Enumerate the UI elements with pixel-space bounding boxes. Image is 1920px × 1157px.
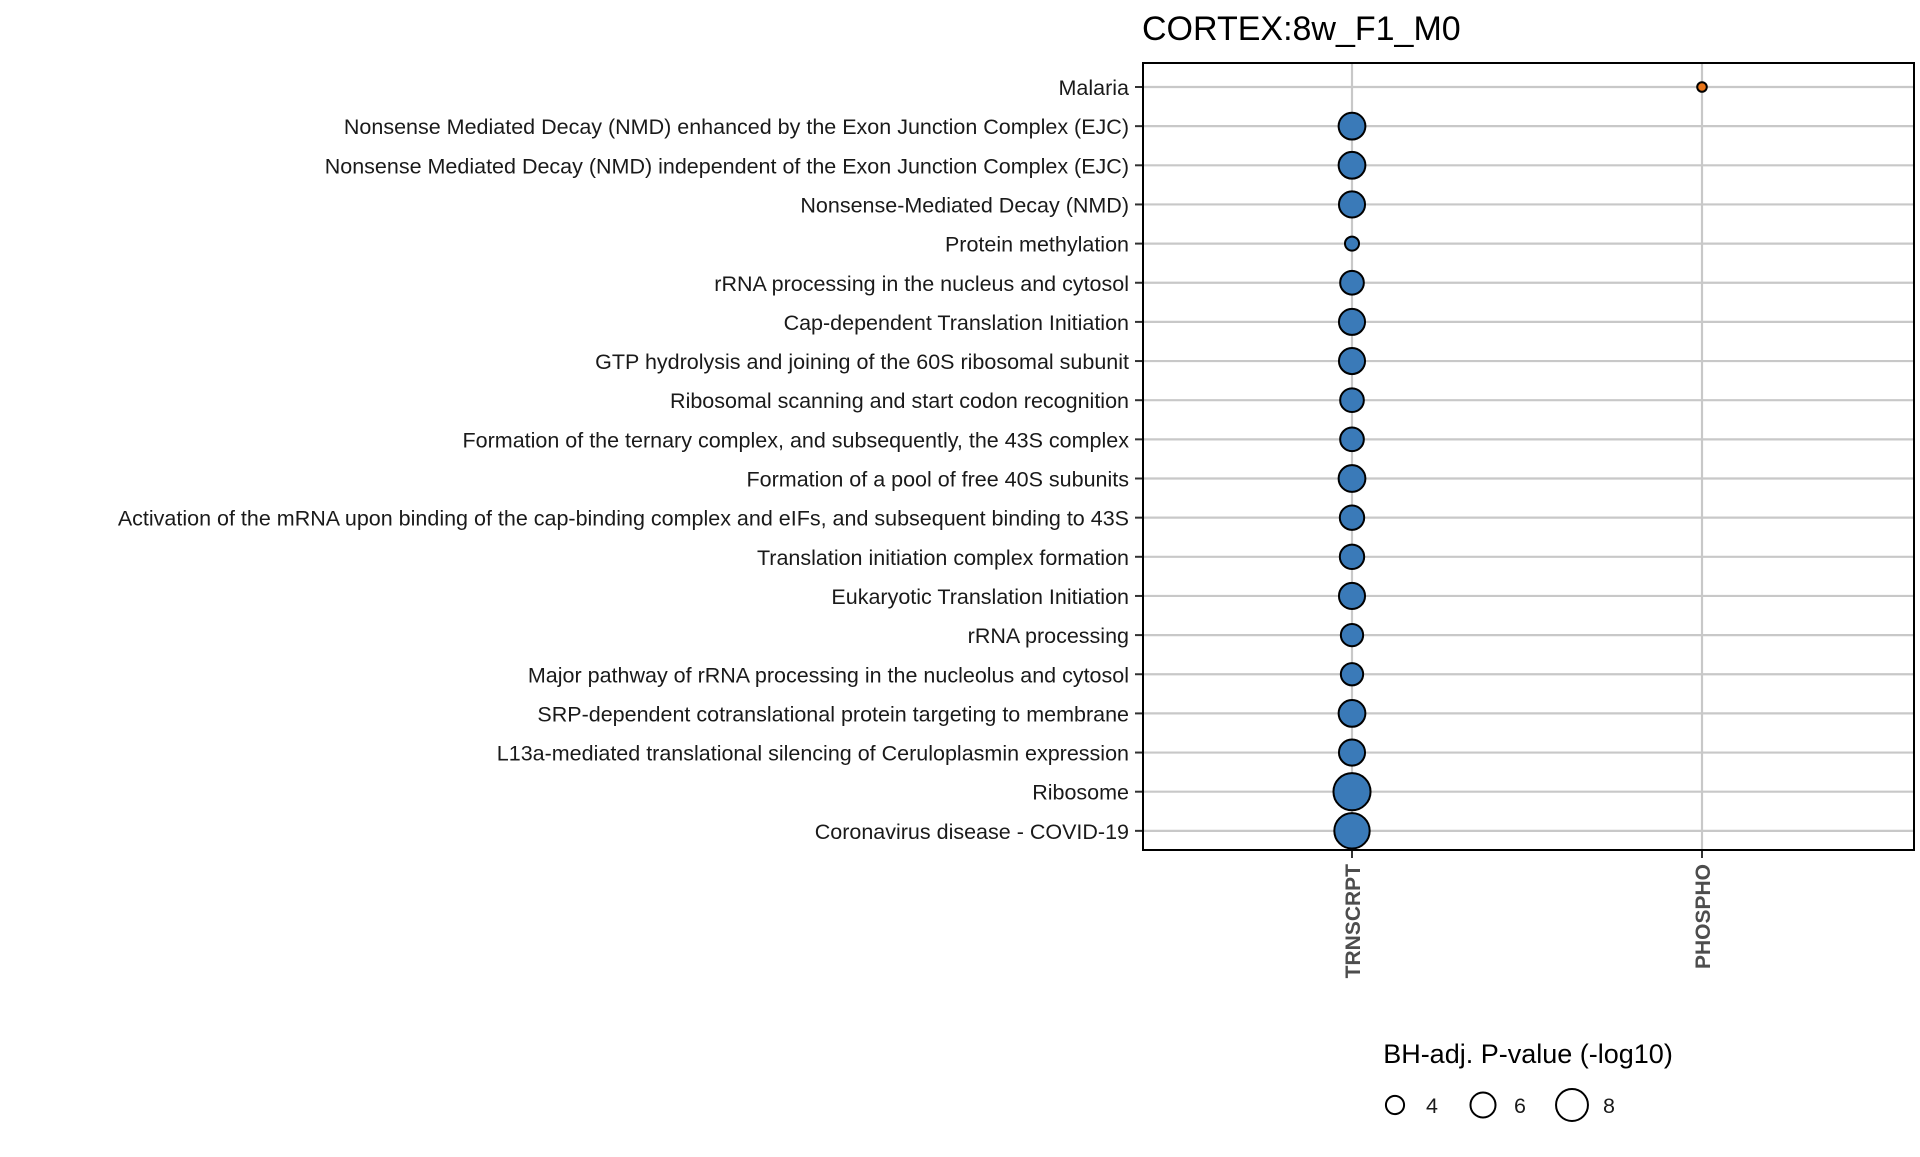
y-tick-label: SRP-dependent cotranslational protein ta… [537, 702, 1129, 726]
x-tick-label: PHOSPHO [1692, 864, 1715, 969]
y-tick-label: Ribosomal scanning and start codon recog… [670, 389, 1129, 413]
legend: 4 6 8 [1384, 1088, 1615, 1122]
data-point [1337, 190, 1367, 219]
y-tick-label: Ribosome [1032, 781, 1129, 805]
data-point [1337, 738, 1367, 767]
y-tick-label: rRNA processing in the nucleus and cytos… [714, 272, 1129, 296]
x-tick-label: TRNSCRPT [1342, 864, 1365, 979]
y-tick-label: rRNA processing [968, 624, 1129, 648]
data-point [1337, 111, 1367, 141]
legend-key-label: 4 [1426, 1094, 1438, 1118]
data-point [1333, 812, 1371, 850]
y-tick-label: Translation initiation complex formation [757, 546, 1129, 570]
y-tick-label: Protein methylation [945, 233, 1129, 257]
data-point [1337, 581, 1367, 610]
y-tick-label: L13a-mediated translational silencing of… [497, 742, 1129, 766]
data-point [1337, 347, 1367, 376]
panel-background [1143, 63, 1914, 850]
data-point [1696, 81, 1708, 93]
y-tick-label: Nonsense Mediated Decay (NMD) independen… [325, 154, 1129, 178]
data-point [1339, 622, 1365, 648]
data-point [1337, 464, 1367, 493]
data-point [1339, 387, 1365, 414]
y-tick-label: Nonsense Mediated Decay (NMD) enhanced b… [344, 115, 1129, 139]
y-tick-label: Activation of the mRNA upon binding of t… [118, 507, 1129, 531]
y-tick-label: Malaria [1059, 76, 1130, 100]
legend-key-circle [1555, 1088, 1589, 1122]
x-axis: TRNSCRPT PHOSPHO [1342, 850, 1715, 978]
data-point [1339, 426, 1365, 453]
data-point [1332, 772, 1372, 812]
y-tick-label: Major pathway of rRNA processing in the … [528, 663, 1129, 687]
data-points [1332, 81, 1708, 850]
legend-key-circle [1469, 1091, 1497, 1119]
chart-title: CORTEX:8w_F1_M0 [1142, 10, 1461, 48]
legend-key-circle [1384, 1094, 1406, 1116]
data-point [1338, 543, 1366, 570]
y-tick-label: Cap-dependent Translation Initiation [784, 311, 1129, 335]
legend-title: BH-adj. P-value (-log10) [1383, 1039, 1673, 1069]
y-tick-label: Nonsense-Mediated Decay (NMD) [800, 193, 1129, 217]
data-point [1339, 269, 1365, 296]
data-point [1337, 307, 1367, 336]
data-point [1337, 150, 1367, 180]
y-tick-label: Formation of the ternary complex, and su… [463, 428, 1130, 452]
data-point [1337, 699, 1367, 728]
y-tick-label: Formation of a pool of free 40S subunits [747, 468, 1129, 492]
data-point [1339, 662, 1365, 687]
gridlines [1143, 63, 1914, 850]
y-axis: Malaria Nonsense Mediated Decay (NMD) enh… [118, 76, 1143, 844]
y-tick-label: GTP hydrolysis and joining of the 60S ri… [595, 350, 1129, 374]
legend-key-label: 8 [1603, 1094, 1615, 1118]
data-point [1343, 235, 1361, 252]
legend-key-label: 6 [1514, 1094, 1526, 1118]
y-tick-label: Coronavirus disease - COVID-19 [815, 820, 1129, 844]
panel [1143, 63, 1914, 850]
data-point [1338, 504, 1366, 531]
y-tick-label: Eukaryotic Translation Initiation [831, 585, 1129, 609]
panel-border [1142, 62, 1915, 851]
